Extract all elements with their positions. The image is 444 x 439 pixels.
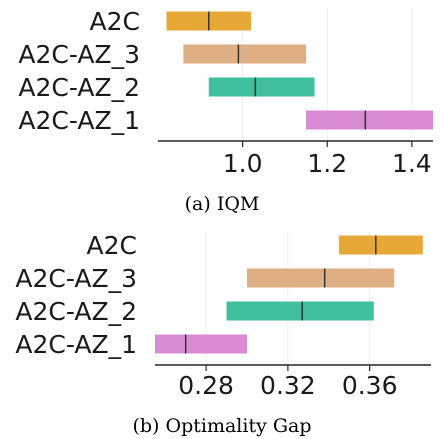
- subplot-caption: (a) IQM: [185, 193, 260, 215]
- category-label: A2C-AZ_1: [18, 106, 140, 135]
- subplot-caption: (b) Optimality Gap: [132, 415, 311, 437]
- panel-optimality-gap: A2C A2C-AZ_3 A2C-AZ_2 A2C-AZ_1 0.28 0.32 0.36 (…: [15, 231, 431, 437]
- interval-bar: [183, 44, 307, 64]
- interval-bar: [306, 110, 433, 130]
- interval-bar: [208, 77, 315, 97]
- category-label: A2C-AZ_2: [18, 73, 140, 102]
- x-tick-label: 1.0: [223, 149, 263, 178]
- interval-bar: [339, 235, 423, 255]
- category-label: A2C-AZ_3: [18, 40, 140, 69]
- interval-bar: [155, 334, 247, 354]
- category-label: A2C-AZ_2: [15, 297, 137, 326]
- category-label: A2C: [87, 231, 137, 260]
- interval-bar: [226, 301, 374, 321]
- panel-iqm: A2C A2C-AZ_3 A2C-AZ_2 A2C-AZ_1 1.0 1.2 1.4 (a) …: [18, 7, 433, 215]
- x-tick-label: 1.2: [307, 149, 347, 178]
- x-tick-label: 0.32: [260, 371, 316, 400]
- x-tick-label: 0.36: [342, 371, 398, 400]
- category-label: A2C-AZ_1: [15, 330, 137, 359]
- category-label: A2C-AZ_3: [15, 264, 137, 293]
- interval-bar: [247, 268, 395, 288]
- x-tick-label: 1.4: [392, 149, 432, 178]
- category-label: A2C: [90, 7, 140, 36]
- x-tick-label: 0.28: [178, 371, 234, 400]
